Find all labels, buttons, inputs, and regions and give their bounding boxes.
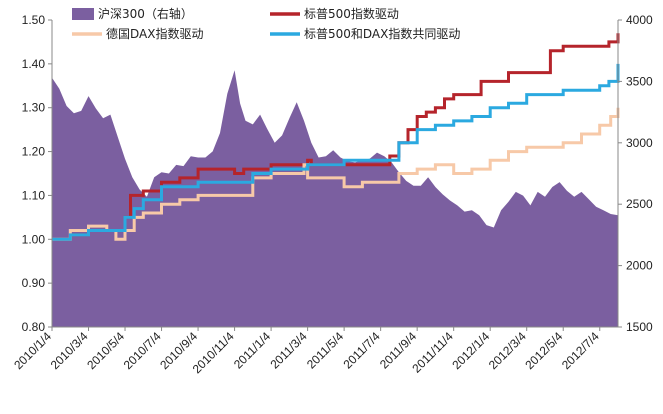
legend-label: 标普500和DAX指数共同驱动 xyxy=(304,26,460,41)
right-tick-label: 3000 xyxy=(626,136,653,150)
x-tick-label: 2012/3/4 xyxy=(486,329,529,372)
right-tick-label: 2000 xyxy=(626,259,653,273)
x-tick-label: 2012/5/4 xyxy=(522,329,565,372)
left-tick-label: 1.50 xyxy=(22,13,46,27)
x-tick-label: 2011/5/4 xyxy=(304,329,347,372)
series-line-sp500 xyxy=(52,33,620,241)
right-tick-label: 2500 xyxy=(626,197,653,211)
x-tick-label: 2011/7/4 xyxy=(340,329,383,372)
x-tick-label: 2011/11/4 xyxy=(409,329,456,376)
left-tick-label: 1.30 xyxy=(22,101,46,115)
right-tick-label: 3500 xyxy=(626,74,653,88)
series-line-dax xyxy=(52,107,620,241)
left-tick-label: 0.90 xyxy=(22,276,46,290)
plot-area xyxy=(52,33,620,328)
x-tick-label: 2012/1/4 xyxy=(449,329,492,372)
series-area-hs300 xyxy=(52,70,618,328)
legend-label: 沪深300（右轴） xyxy=(98,6,193,21)
right-tick-label: 1500 xyxy=(626,320,653,334)
legend-label: 标普500指数驱动 xyxy=(304,6,399,21)
x-tick-label: 2011/1/4 xyxy=(231,329,274,372)
left-tick-label: 1.10 xyxy=(22,188,46,202)
series-line-combined xyxy=(52,63,620,241)
x-tick-label: 2012/7/4 xyxy=(559,329,602,372)
x-tick-label: 2010/5/4 xyxy=(84,329,127,372)
right-tick-label: 4000 xyxy=(626,13,653,27)
left-tick-label: 1.00 xyxy=(22,232,46,246)
legend-swatch-area xyxy=(72,8,94,20)
left-tick-label: 1.20 xyxy=(22,145,46,159)
x-tick-label: 2011/3/4 xyxy=(267,329,310,372)
left-tick-label: 1.40 xyxy=(22,57,46,71)
legend-label: 德国DAX指数驱动 xyxy=(106,26,203,41)
x-tick-label: 2010/7/4 xyxy=(121,329,164,372)
x-tick-label: 2010/1/4 xyxy=(11,329,54,372)
x-tick-label: 2010/3/4 xyxy=(48,329,91,372)
left-tick-label: 0.80 xyxy=(22,320,46,334)
